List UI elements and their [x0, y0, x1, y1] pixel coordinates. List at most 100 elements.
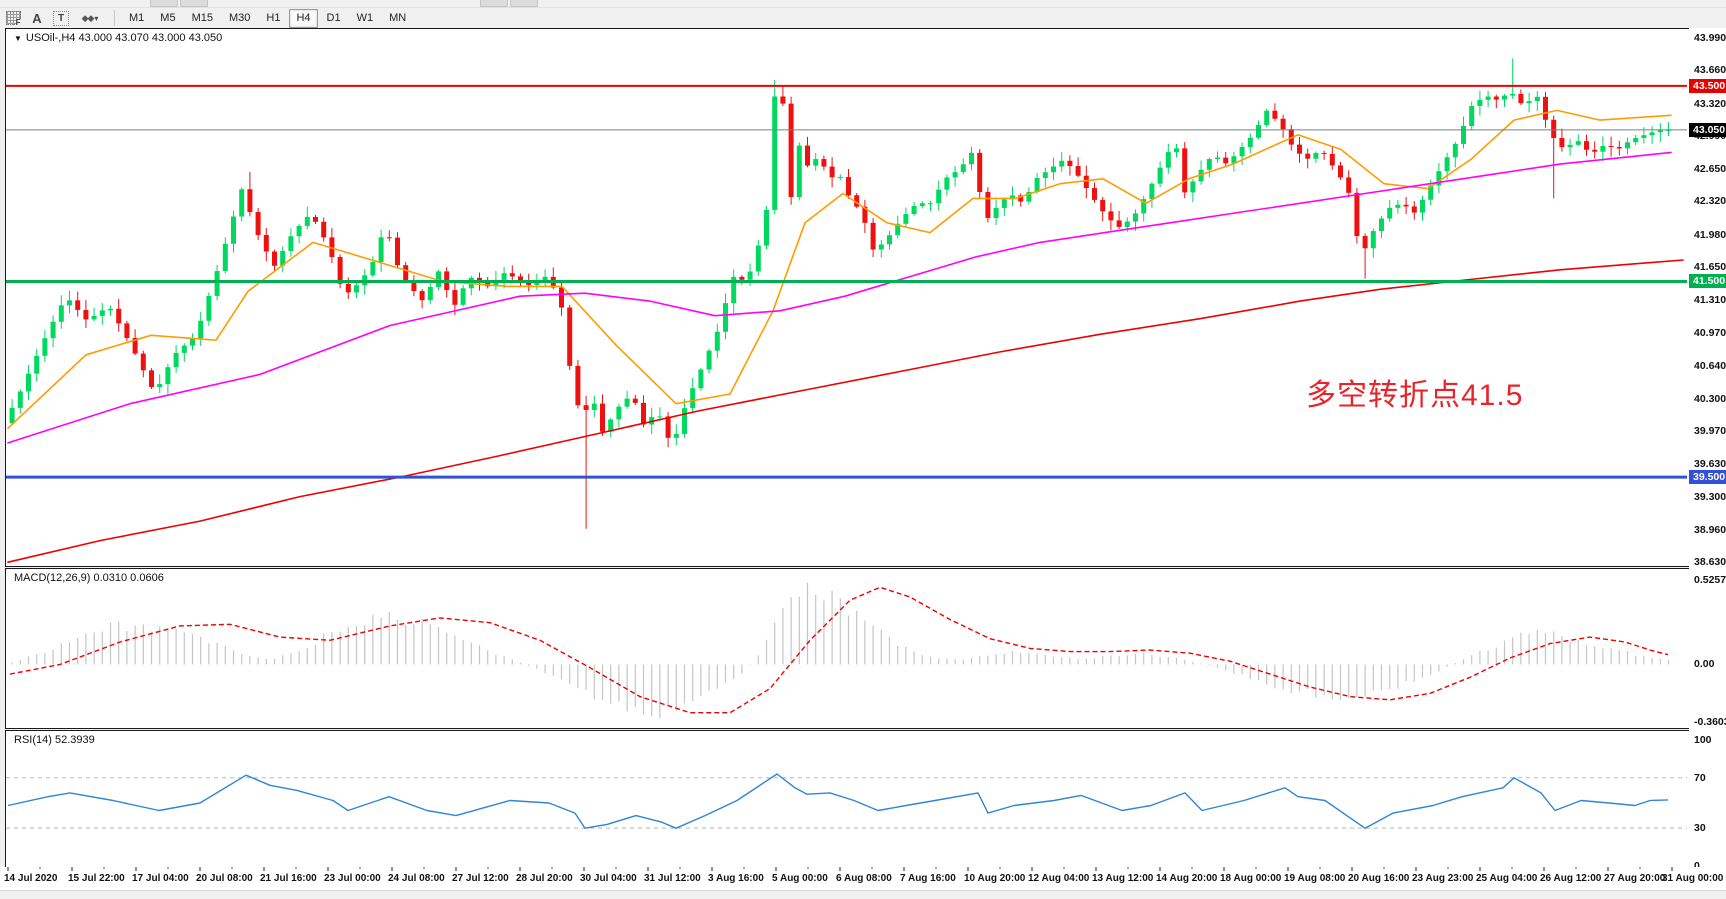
- tf-button-m30[interactable]: M30: [228, 11, 251, 24]
- candlestick-chart[interactable]: [6, 29, 1687, 564]
- macd-tick-label: -0.3603: [1694, 716, 1726, 729]
- time-axis-ticks: [7, 867, 1673, 871]
- main-chart-panel[interactable]: ▼ USOil-,H4 43.000 43.070 43.000 43.050 …: [5, 28, 1690, 567]
- candle-body: [714, 331, 720, 351]
- ma-medium-line: [7, 151, 1672, 444]
- shapes-icon[interactable]: ◆◆ ▾: [81, 12, 99, 23]
- macd-histogram: [11, 582, 1670, 719]
- time-label: 15 Jul 22:00: [68, 873, 125, 884]
- candle-body: [1526, 101, 1532, 104]
- candle-body: [1231, 156, 1237, 164]
- candle-body: [723, 303, 728, 332]
- macd-chart[interactable]: [6, 569, 1687, 726]
- tf-button-m1[interactable]: M1: [129, 11, 145, 24]
- rsi-tick-label: 0: [1694, 860, 1700, 872]
- candle-body: [895, 223, 901, 236]
- candle-body: [1461, 126, 1466, 144]
- candle-body: [231, 216, 236, 244]
- time-label: 27 Jul 12:00: [452, 873, 509, 884]
- rsi-panel[interactable]: RSI(14) 52.3939: [5, 730, 1690, 868]
- macd-tick-label: 0.00: [1694, 658, 1715, 671]
- candle-body: [698, 369, 704, 389]
- tf-button-w1[interactable]: W1: [356, 11, 374, 24]
- toolbar-separator: [114, 10, 115, 26]
- time-label: 20 Jul 08:00: [196, 873, 253, 884]
- candle-body: [34, 355, 40, 374]
- macd-panel[interactable]: MACD(12,26,9) 0.0310 0.0606: [5, 568, 1690, 729]
- candle-body: [1256, 125, 1261, 138]
- candle-body: [764, 209, 769, 246]
- candle-body: [427, 286, 433, 301]
- price-tick-label: 40.300: [1694, 392, 1726, 405]
- candle-body: [296, 225, 302, 237]
- candle-body: [17, 391, 23, 408]
- candle-body: [42, 338, 48, 356]
- candle-body: [354, 285, 359, 293]
- candle-body: [706, 350, 712, 370]
- price-tick-label: 43.660: [1694, 64, 1726, 77]
- candle-body: [1387, 207, 1393, 219]
- candle-body: [1133, 213, 1138, 222]
- candle-body: [1534, 96, 1540, 102]
- tf-button-h4[interactable]: H4: [289, 8, 318, 28]
- candle-body: [591, 403, 597, 410]
- candle-body: [682, 408, 687, 434]
- candle-body: [567, 307, 573, 366]
- candle-body: [1280, 118, 1286, 130]
- price-tick-label: 39.300: [1694, 490, 1726, 503]
- candle-body: [411, 281, 417, 292]
- time-label: 10 Aug 20:00: [964, 873, 1026, 884]
- candle-body: [1436, 171, 1442, 186]
- candle-body: [1559, 137, 1565, 148]
- candle-body: [477, 277, 482, 283]
- candle-body: [518, 276, 523, 283]
- candle-body: [116, 308, 122, 324]
- tf-button-d1[interactable]: D1: [326, 11, 341, 24]
- candle-body: [1116, 220, 1122, 227]
- candle-body: [837, 177, 843, 179]
- candle-body: [91, 315, 97, 320]
- tf-button-mn[interactable]: MN: [389, 11, 407, 24]
- candle-body: [1026, 191, 1032, 202]
- tf-button-h1[interactable]: H1: [266, 11, 281, 24]
- tf-button-m5[interactable]: M5: [160, 11, 176, 24]
- candle-body: [337, 257, 343, 284]
- candle-body: [313, 216, 318, 222]
- time-label: 23 Jul 00:00: [324, 873, 381, 884]
- candle-body: [1625, 142, 1630, 149]
- candle-body: [624, 398, 630, 407]
- candle-body: [1092, 188, 1097, 200]
- clipped-button: [510, 0, 538, 7]
- symbol-label[interactable]: ▼ USOil-,H4 43.000 43.070 43.000 43.050: [14, 32, 222, 44]
- candle-body: [1608, 145, 1614, 147]
- candle-body: [657, 416, 663, 418]
- candle-body: [919, 203, 925, 207]
- candle-body: [190, 338, 195, 346]
- price-tick-label: 43.990: [1694, 31, 1726, 44]
- rsi-tick-label: 30: [1694, 822, 1706, 835]
- time-label: 27 Aug 20:00: [1604, 873, 1666, 884]
- text-label-icon[interactable]: T: [50, 9, 72, 27]
- candle-body: [969, 152, 974, 165]
- symbol-dropdown-icon[interactable]: ▼: [14, 33, 22, 43]
- candle-body: [1034, 177, 1040, 192]
- candle-body: [493, 279, 499, 287]
- indicator-grid-icon[interactable]: F: [2, 9, 24, 27]
- candle-body: [1165, 152, 1171, 168]
- time-label: 25 Aug 04:00: [1476, 873, 1538, 884]
- time-axis[interactable]: 14 Jul 2020 15 Jul 22:00 17 Jul 04:00 20 Ju…: [0, 867, 1726, 890]
- candle-body: [854, 195, 860, 207]
- candle-body: [526, 282, 532, 285]
- candle-body: [1223, 157, 1229, 164]
- tf-button-m15[interactable]: M15: [191, 11, 213, 24]
- text-a-icon[interactable]: A: [32, 10, 42, 26]
- time-label: 18 Aug 00:00: [1220, 873, 1282, 884]
- time-label: 14 Jul 2020: [4, 873, 58, 884]
- candle-body: [460, 288, 466, 305]
- candle-body: [1174, 148, 1179, 153]
- candle-body: [1551, 119, 1557, 138]
- candle-body: [345, 283, 351, 293]
- price-axis[interactable]: 43.99043.66043.32042.99042.65042.32041.9…: [1689, 28, 1726, 872]
- rsi-chart[interactable]: [6, 731, 1687, 865]
- price-tick-label: 39.970: [1694, 425, 1726, 438]
